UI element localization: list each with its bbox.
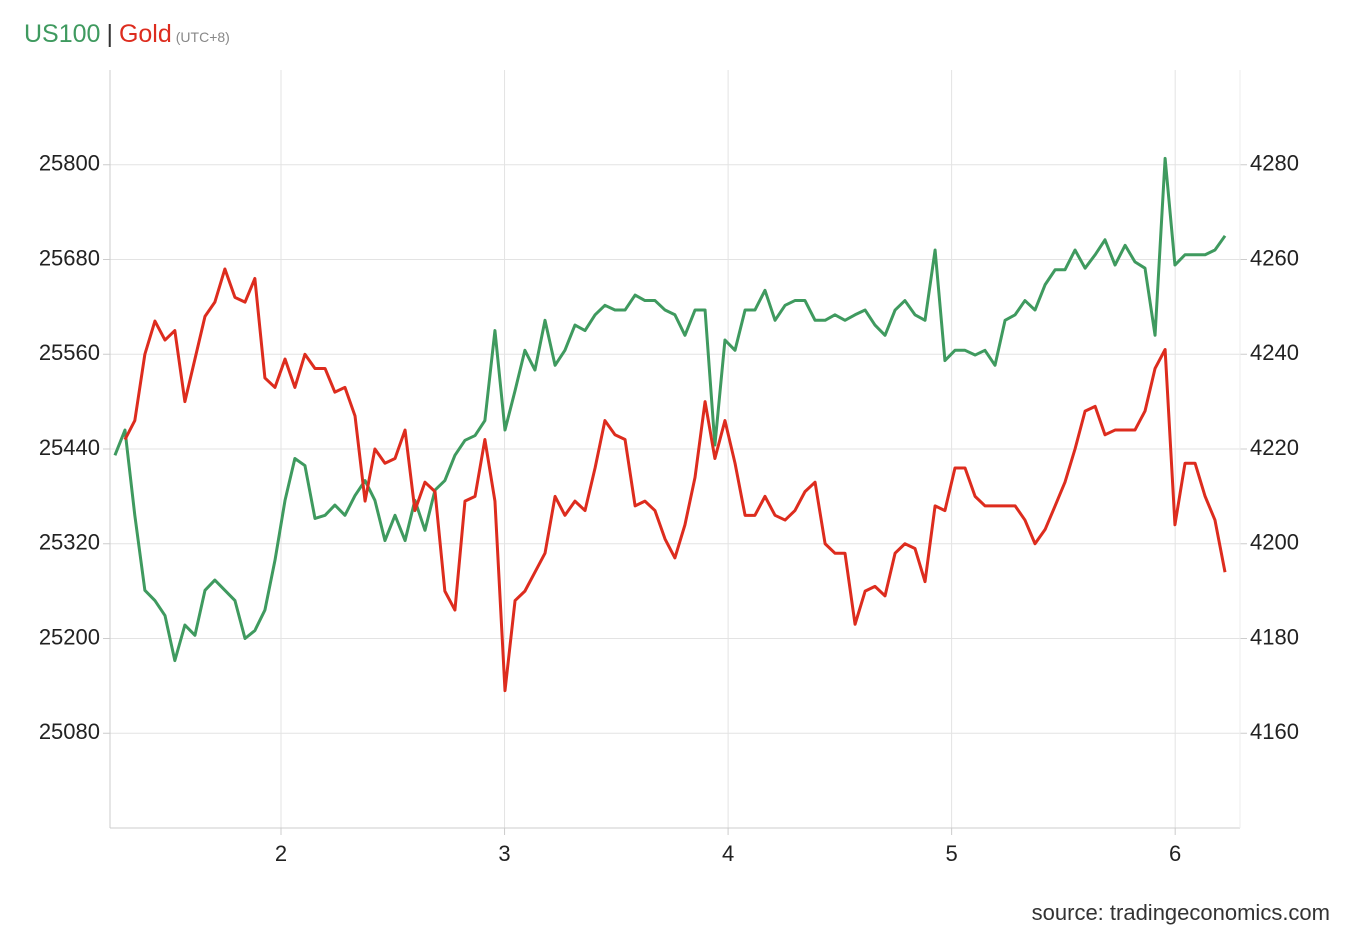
- y2-tick-label: 4220: [1250, 435, 1299, 460]
- y2-tick-label: 4240: [1250, 340, 1299, 365]
- y2-tick-label: 4200: [1250, 530, 1299, 555]
- chart-header: US100 | Gold (UTC+8): [24, 20, 230, 49]
- y-tick-label: 25680: [39, 245, 100, 270]
- y-tick-label: 25800: [39, 151, 100, 176]
- y-tick-label: 25560: [39, 340, 100, 365]
- x-tick-label: 6: [1169, 841, 1181, 866]
- x-tick-label: 4: [722, 841, 734, 866]
- x-tick-label: 3: [498, 841, 510, 866]
- x-tick-label: 2: [275, 841, 287, 866]
- series-line: [123, 267, 1227, 693]
- y2-tick-label: 4160: [1250, 719, 1299, 744]
- legend-entry: Gold: [118, 20, 172, 48]
- legend-entry: US100: [24, 20, 101, 48]
- y-tick-label: 25200: [39, 624, 100, 649]
- y2-tick-label: 4180: [1250, 624, 1299, 649]
- x-tick-label: 5: [946, 841, 958, 866]
- legend-separator: |: [106, 20, 113, 48]
- y-tick-label: 25320: [39, 530, 100, 555]
- series-line: [113, 156, 1227, 663]
- y-tick-label: 25440: [39, 435, 100, 460]
- y2-tick-label: 4280: [1250, 151, 1299, 176]
- timezone-note: (UTC+8): [175, 29, 230, 45]
- source-note: source: tradingeconomics.com: [1032, 900, 1330, 925]
- y-tick-label: 25080: [39, 719, 100, 744]
- y2-tick-label: 4260: [1250, 245, 1299, 270]
